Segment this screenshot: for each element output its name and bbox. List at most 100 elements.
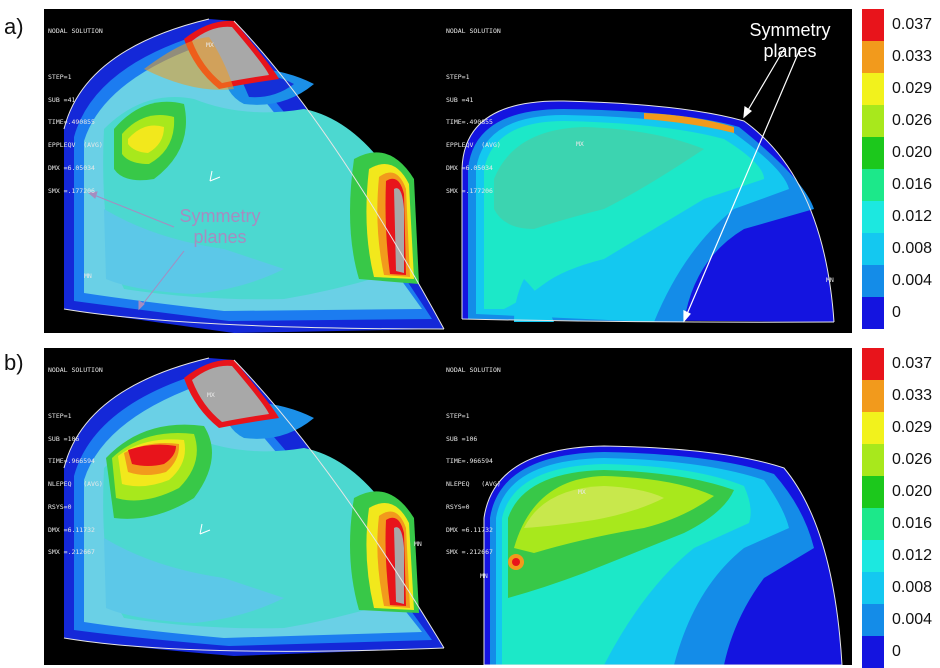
- legend-label: 0.008: [892, 240, 933, 257]
- legend-label: 0.020: [892, 483, 933, 500]
- left-solution-info-a: NODAL SOLUTION STEP=1 SUB =41 TIME=.4908…: [48, 13, 103, 210]
- legend-swatch: [862, 444, 884, 476]
- mx-marker: MX: [578, 488, 586, 496]
- legend-label: 0.016: [892, 176, 933, 193]
- mx-marker: MX: [207, 391, 215, 399]
- symmetry-arrows-right-a: [683, 48, 801, 323]
- symmetry-planes-label-right: Symmetry planes: [749, 20, 831, 61]
- info-line: DMX =6.11732: [446, 525, 493, 534]
- legend-swatch: [862, 508, 884, 540]
- legend-row: 0.008: [862, 233, 940, 265]
- legend-row: 0.020: [862, 137, 940, 169]
- right-model-b: [483, 445, 843, 665]
- legend-label: 0.004: [892, 272, 933, 289]
- legend-row: 0.037: [862, 348, 940, 380]
- legend-swatch: [862, 572, 884, 604]
- info-line: DMX =6.05034: [48, 163, 95, 172]
- legend-row: 0.037: [862, 9, 940, 41]
- info-line: TIME=.966594: [48, 457, 95, 466]
- legend-row: 0.016: [862, 508, 940, 540]
- info-line: NLEPEQ (AVG): [48, 480, 103, 489]
- legend-swatch: [862, 73, 884, 105]
- legend-label: 0.020: [892, 144, 933, 161]
- mn-marker: MN: [84, 272, 92, 280]
- info-line: SMX =.177206: [48, 186, 95, 195]
- info-line: [446, 51, 501, 59]
- legend-label: 0.029: [892, 419, 933, 436]
- info-line: [48, 51, 103, 59]
- legend-row: 0.029: [862, 73, 940, 105]
- right-model-a: [461, 100, 835, 323]
- left-model-b: [63, 357, 445, 656]
- legend-row: 0.026: [862, 444, 940, 476]
- info-line: RSYS=0: [48, 502, 72, 511]
- legend-swatch: [862, 105, 884, 137]
- panel-a-label: a): [4, 14, 24, 39]
- color-legend-a: 0.037 0.033 0.029 0.026 0.020 0.016 0.012 0.008…: [862, 9, 940, 333]
- mx-marker: MX: [206, 41, 214, 49]
- legend-label: 0.033: [892, 387, 933, 404]
- legend-label: 0.037: [892, 16, 933, 33]
- info-line: RSYS=0: [446, 502, 470, 511]
- legend-row: 0: [862, 636, 940, 668]
- right-solution-info-b: NODAL SOLUTION STEP=1 SUB =106 TIME=.966…: [446, 352, 501, 572]
- legend-swatch: [862, 380, 884, 412]
- legend-label: 0.012: [892, 208, 933, 225]
- symmetry-planes-label-left: Symmetry planes: [179, 206, 261, 247]
- legend-row: 0.016: [862, 169, 940, 201]
- info-line: DMX =6.05034: [446, 163, 493, 172]
- legend-swatch: [862, 9, 884, 41]
- info-line: STEP=1: [48, 72, 72, 81]
- legend-swatch: [862, 476, 884, 508]
- panel-b-label: b): [4, 350, 24, 375]
- legend-swatch: [862, 297, 884, 329]
- legend-swatch: [862, 265, 884, 297]
- info-line: SUB =41: [446, 95, 474, 104]
- left-solution-info-b: NODAL SOLUTION STEP=1 SUB =106 TIME=.966…: [48, 352, 103, 572]
- legend-label: 0.037: [892, 355, 933, 372]
- legend-swatch: [862, 348, 884, 380]
- info-line: SMX =.177206: [446, 186, 493, 195]
- right-solution-info-a: NODAL SOLUTION STEP=1 SUB =41 TIME=.4908…: [446, 13, 501, 210]
- legend-swatch: [862, 540, 884, 572]
- info-line: NLEPEQ (AVG): [446, 480, 501, 489]
- info-line: STEP=1: [446, 72, 470, 81]
- mn-marker: MN: [826, 276, 834, 284]
- info-line: STEP=1: [48, 411, 72, 420]
- info-line: TIME=.966594: [446, 457, 493, 466]
- legend-label: 0.004: [892, 611, 933, 628]
- info-line: SMX =.212667: [446, 548, 493, 557]
- legend-row: 0.012: [862, 201, 940, 233]
- legend-row: 0.033: [862, 380, 940, 412]
- legend-row: 0.020: [862, 476, 940, 508]
- legend-label: 0.029: [892, 80, 933, 97]
- legend-swatch: [862, 41, 884, 73]
- panel-a-plot: [63, 18, 835, 333]
- legend-row: 0.004: [862, 604, 940, 636]
- panel-a: NODAL SOLUTION STEP=1 SUB =41 TIME=.4908…: [44, 9, 852, 333]
- symmetry-arrows-left-a: [87, 191, 185, 311]
- legend-swatch: [862, 636, 884, 668]
- info-line: SUB =106: [446, 434, 478, 443]
- left-model-a: [63, 18, 445, 333]
- color-legend-b: 0.037 0.033 0.029 0.026 0.020 0.016 0.012 0.008…: [862, 348, 940, 668]
- info-line: TIME=.490855: [48, 118, 95, 127]
- legend-swatch: [862, 233, 884, 265]
- info-line: EPPLEQV (AVG): [48, 141, 103, 150]
- legend-swatch: [862, 201, 884, 233]
- info-line: [446, 390, 501, 398]
- mn-marker: MN: [414, 540, 422, 548]
- legend-swatch: [862, 604, 884, 636]
- mn-marker: MN: [480, 572, 488, 580]
- legend-row: 0.029: [862, 412, 940, 444]
- legend-label: 0: [892, 643, 901, 660]
- info-line: NODAL SOLUTION: [48, 366, 103, 375]
- legend-row: 0: [862, 297, 940, 329]
- info-line: TIME=.490855: [446, 118, 493, 127]
- info-line: SUB =41: [48, 95, 76, 104]
- legend-swatch: [862, 412, 884, 444]
- info-line: [48, 390, 103, 398]
- legend-label: 0.012: [892, 547, 933, 564]
- legend-row: 0.012: [862, 540, 940, 572]
- legend-row: 0.033: [862, 41, 940, 73]
